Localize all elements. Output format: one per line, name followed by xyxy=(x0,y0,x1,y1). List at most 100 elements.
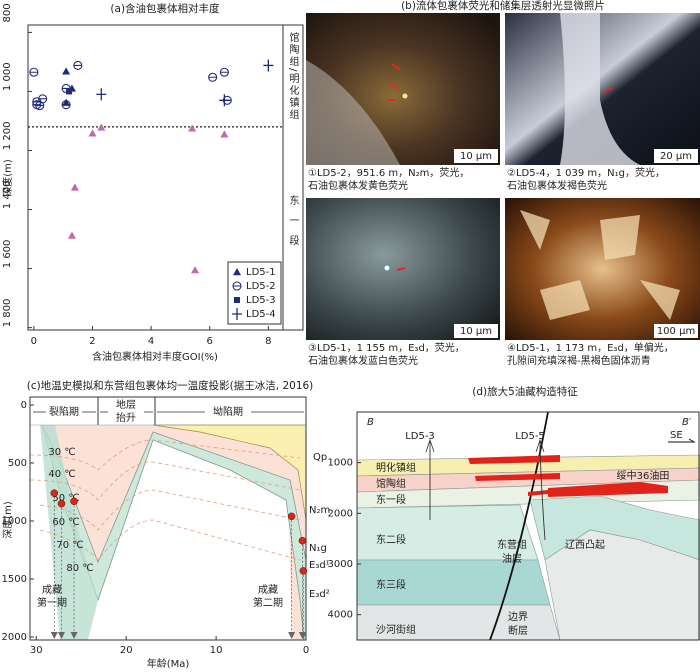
period-label: 抬升 xyxy=(116,411,136,424)
legend-label: LD5-4 xyxy=(246,309,276,320)
data-point xyxy=(70,183,79,191)
isotherm-label: 30 ℃ xyxy=(48,447,75,458)
episode-arrow xyxy=(50,632,58,639)
y-axis-label: 深度(m) xyxy=(1,159,14,197)
photo-detail xyxy=(560,13,640,165)
direction-label: SE xyxy=(670,430,683,441)
scale-box xyxy=(454,324,498,338)
x-tick-label: 4 xyxy=(148,336,154,347)
zone-label: 东一段 xyxy=(287,194,299,255)
data-point xyxy=(96,88,107,101)
legend-marker xyxy=(232,308,242,320)
x-tick-label: 30 xyxy=(30,645,43,656)
well-label: LD5-3 xyxy=(405,431,435,442)
episode-arrow xyxy=(70,632,78,639)
isotherm-line xyxy=(29,461,301,501)
reservoir-label: 油层 xyxy=(502,552,522,565)
isotherm-line xyxy=(29,439,301,471)
legend-marker xyxy=(232,281,242,291)
y-tick-label: 1500 xyxy=(2,574,27,585)
data-point xyxy=(73,60,83,70)
scale-box xyxy=(654,324,698,338)
data-point xyxy=(67,231,76,239)
isotherm-label: 60 ℃ xyxy=(52,517,79,528)
isotherm-label: 40 ℃ xyxy=(48,469,75,480)
stratum-label: Qp xyxy=(313,452,327,463)
photo-caption: 石油包裹体发蓝白色荧光 xyxy=(308,354,418,367)
data-point xyxy=(62,67,71,75)
strata-green-dark xyxy=(40,425,98,640)
inclusion-point xyxy=(299,567,308,575)
isotherm-line xyxy=(39,519,301,561)
photo-caption: ①LD5-2，951.6 m，N₂m，荧光， xyxy=(308,166,469,179)
panel-title: (d)旅大5油藏构造特征 xyxy=(472,385,578,398)
fault-label: 边界 xyxy=(508,611,528,623)
photo-detail xyxy=(384,265,390,271)
isotherm-label: 80 ℃ xyxy=(66,563,93,574)
y-tick-label: 0 xyxy=(21,400,27,411)
y-tick-label: 800 xyxy=(2,3,13,22)
inclusion-point xyxy=(298,536,307,545)
episode-arrow xyxy=(299,632,307,639)
fault-label: 断层 xyxy=(508,624,528,637)
photo-caption: ④LD5-1，1 173 m，E₃d，单偏光， xyxy=(507,341,674,354)
x-tick-label: 2 xyxy=(89,336,95,347)
scale-label: 10 μm xyxy=(460,151,492,162)
scale-label: 100 μm xyxy=(657,326,695,337)
data-point xyxy=(29,67,39,77)
episode-label: 成藏 xyxy=(258,584,278,596)
zone-label: 馆陶组/明化镇组 xyxy=(287,31,299,122)
scale-label: 20 μm xyxy=(660,151,692,162)
stratum-label: E₃d² xyxy=(309,589,330,600)
scale-label: 10 μm xyxy=(460,326,492,337)
data-point xyxy=(220,130,229,138)
stratum-label: N₂m xyxy=(309,505,330,516)
photo-detail xyxy=(520,210,680,320)
inclusion-point xyxy=(57,499,66,508)
period-label: 裂陷期 xyxy=(49,405,79,418)
y-tick-label: 1 600 xyxy=(2,240,13,269)
well-bore xyxy=(539,449,546,541)
inclusion-point xyxy=(70,497,78,506)
inclusion-point xyxy=(287,512,296,521)
photo-caption: ③LD5-1，1 155 m，E₃d，荧光， xyxy=(308,341,465,354)
scale-box xyxy=(654,149,698,163)
stratum-label: 东三段 xyxy=(376,578,406,591)
uplift-label: 辽西凸起 xyxy=(565,539,605,551)
temperature-field xyxy=(30,425,306,640)
data-point xyxy=(61,100,71,110)
data-point xyxy=(62,98,71,106)
fault-line xyxy=(489,411,549,641)
photo-detail xyxy=(387,63,401,101)
data-point xyxy=(191,266,200,274)
scale-box xyxy=(454,149,498,163)
data-point xyxy=(263,59,274,72)
data-point xyxy=(219,94,230,107)
chart-title: (a)含油包裹体相对丰度 xyxy=(110,2,220,15)
y-tick-label: 4000 xyxy=(328,610,353,621)
photo-detail xyxy=(306,60,400,165)
episode-arrow xyxy=(288,632,296,639)
photo-detail xyxy=(402,93,408,99)
photo-detail xyxy=(603,87,613,93)
y-tick-label: 1000 xyxy=(328,458,353,469)
inclusion-point xyxy=(50,489,59,497)
legend-label: LD5-2 xyxy=(246,281,276,292)
stratum-label: 沙河街组 xyxy=(376,623,416,636)
y-tick-label: 1000 xyxy=(2,516,27,527)
episode-label: 第一期 xyxy=(37,596,67,609)
data-point xyxy=(97,123,106,131)
reservoir-label: 东营组 xyxy=(497,538,527,551)
isotherm-label: 70 ℃ xyxy=(56,540,83,551)
x-axis-label: 年龄(Ma) xyxy=(147,657,190,670)
data-point xyxy=(188,124,197,132)
episode-label: 成藏 xyxy=(42,584,62,596)
y-tick-label: 1 800 xyxy=(2,299,13,328)
stratum-label: E₃d¹ xyxy=(309,560,330,571)
episode-label: 第二期 xyxy=(253,596,283,609)
x-tick-label: 6 xyxy=(207,336,213,347)
legend-marker xyxy=(233,268,241,276)
y-axis-label: 深度(m) xyxy=(1,501,14,539)
x-tick-label: 8 xyxy=(265,336,271,347)
section-end: B xyxy=(367,417,374,428)
